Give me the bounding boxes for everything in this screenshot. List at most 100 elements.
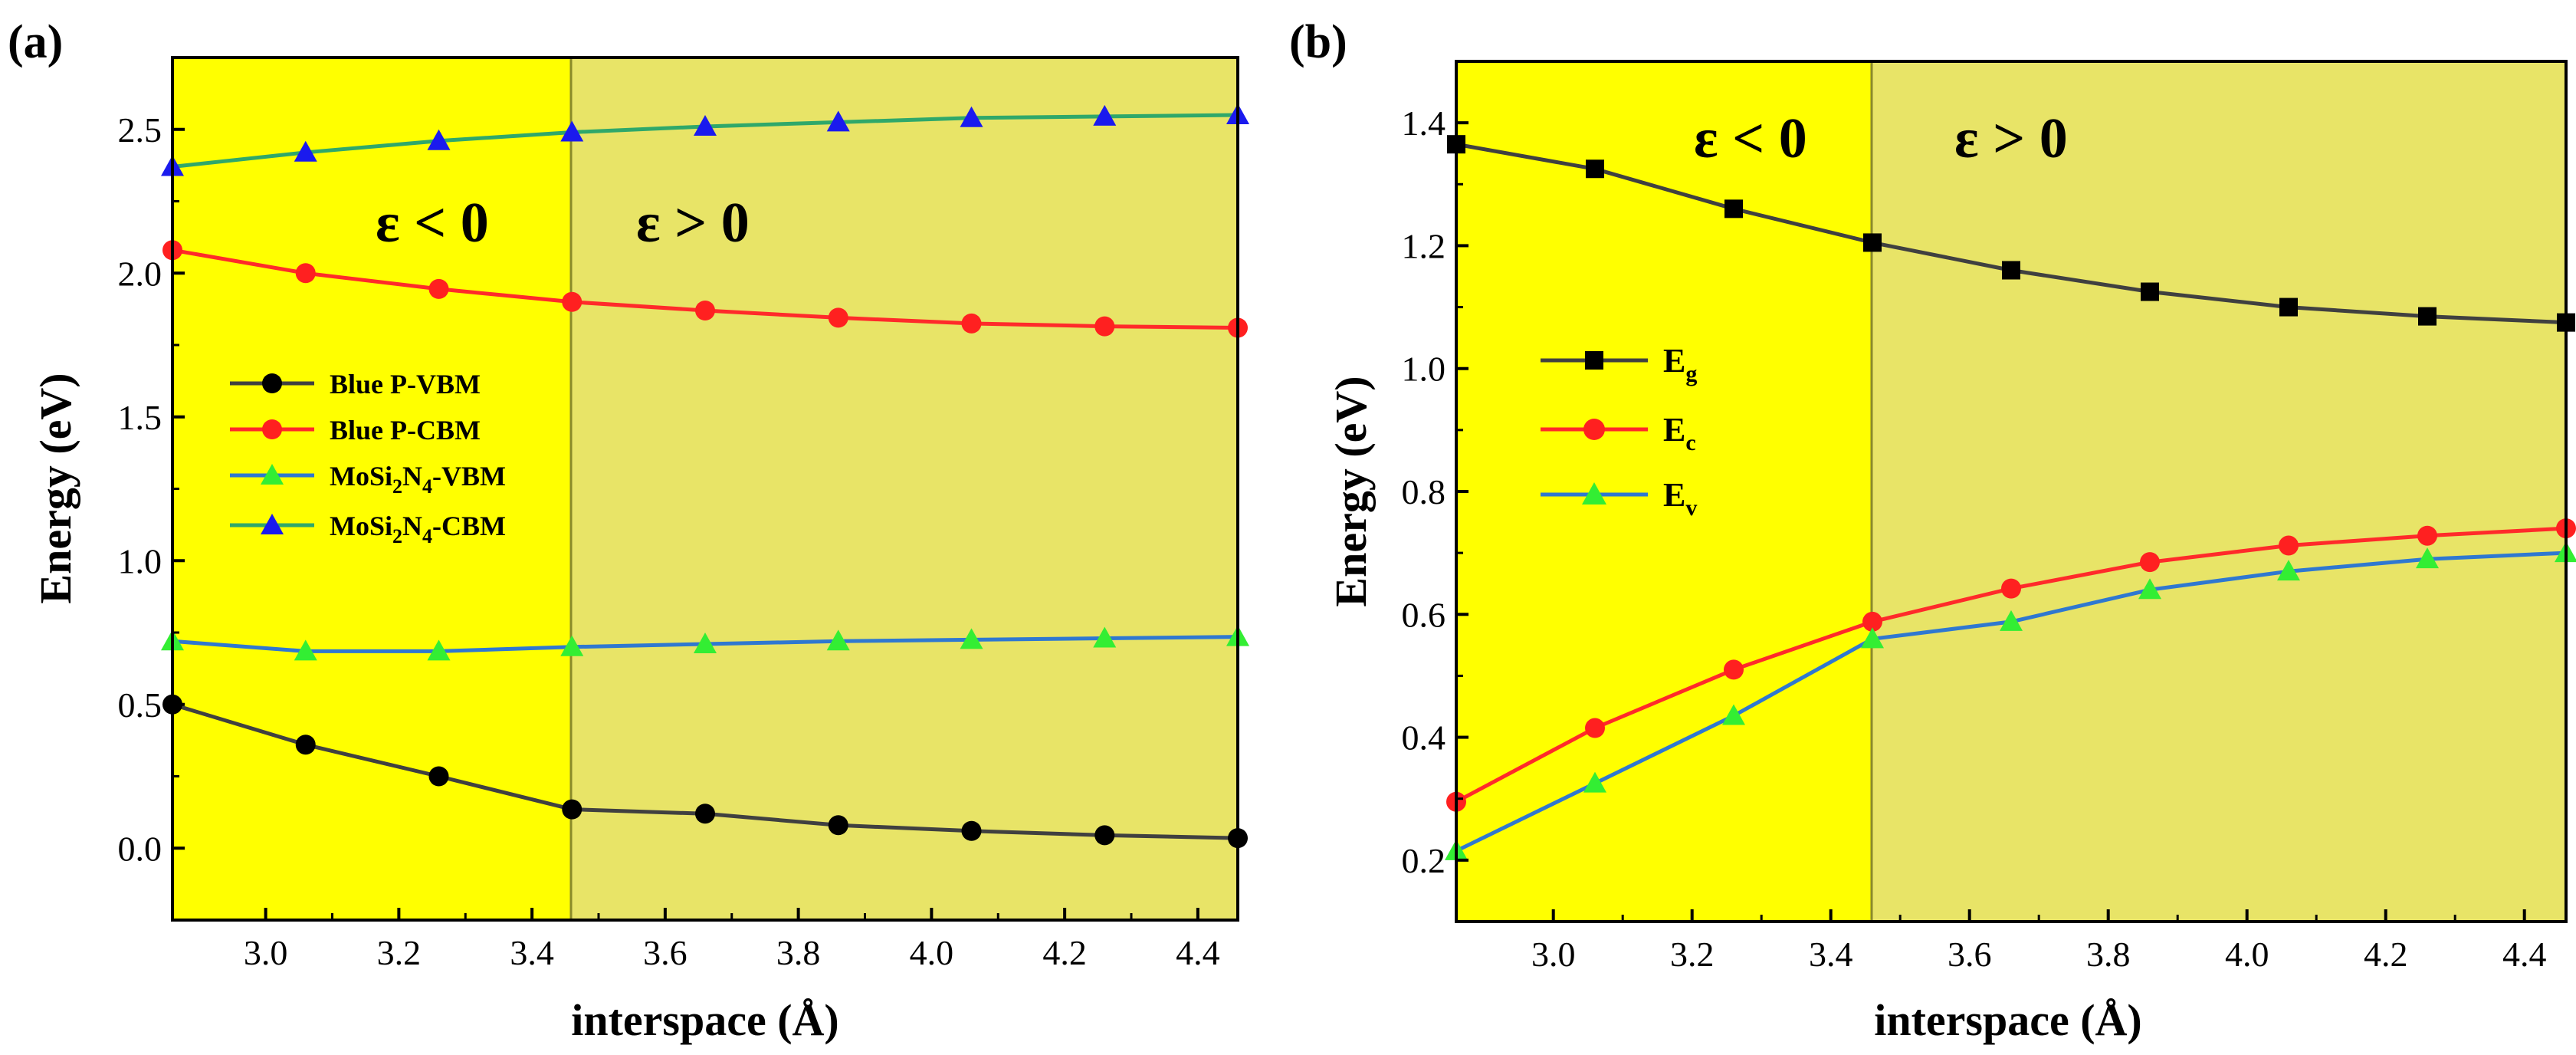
- data-point: [961, 820, 982, 841]
- legend-item: MoSi2N4-CBM: [230, 511, 506, 547]
- x-tick-labels: 3.0 3.2 3.4 3.6 3.8 4.0 4.2 4.4: [1531, 935, 2547, 974]
- legend-label: Blue P-CBM: [330, 415, 481, 445]
- legend-item: Ec: [1541, 411, 1696, 455]
- data-point: [2001, 578, 2021, 599]
- data-point: [1585, 718, 1605, 738]
- x-tick-label: 3.8: [2086, 935, 2131, 974]
- data-point: [826, 629, 850, 651]
- data-point: [960, 628, 983, 649]
- tick-marks: [172, 127, 1199, 920]
- y-tick-label: 0.8: [1402, 472, 1446, 511]
- legend-item: Eg: [1541, 342, 1697, 386]
- legend-marker: [261, 464, 284, 485]
- data-point: [828, 307, 848, 328]
- legend-label: Eg: [1663, 342, 1697, 386]
- legend-item: MoSi2N4-VBM: [230, 461, 506, 498]
- region-positive-strain: [1872, 61, 2566, 922]
- data-point: [1724, 659, 1744, 680]
- legend-item: Blue P-CBM: [230, 415, 481, 445]
- x-tick-label: 3.0: [1531, 935, 1576, 974]
- data-point: [826, 110, 850, 132]
- data-point: [1094, 316, 1115, 337]
- data-point: [1093, 626, 1117, 648]
- x-tick-label: 3.2: [1670, 935, 1715, 974]
- data-point: [2000, 610, 2023, 631]
- y-tick-label: 1.4: [1402, 104, 1446, 143]
- y-tick-labels: 0.0 0.5 1.0 1.5 2.0 2.5: [118, 110, 162, 869]
- region-label-negative: ε < 0: [1694, 107, 1807, 170]
- y-tick-label: 0.6: [1402, 595, 1446, 634]
- data-point: [1861, 627, 1884, 649]
- data-point: [2002, 261, 2020, 280]
- legend-marker: [1582, 482, 1606, 504]
- data-point: [294, 639, 317, 661]
- panel-label: (b): [1289, 16, 1347, 68]
- panel-a: 3.0 3.2 3.4 3.6 3.8 4.0 4.2 4.4 0.0 0.5 1.0 1.5 2.0…: [8, 16, 1249, 1045]
- data-point: [828, 815, 848, 836]
- x-tick-labels: 3.0 3.2 3.4 3.6 3.8 4.0 4.2 4.4: [244, 933, 1220, 972]
- x-tick-label: 3.0: [244, 933, 288, 972]
- data-point: [961, 313, 982, 334]
- data-point: [1863, 233, 1882, 252]
- legend-marker: [1585, 351, 1603, 370]
- region-negative-strain: [1456, 61, 1872, 922]
- legend-label: Ec: [1663, 411, 1696, 455]
- legend-marker: [261, 514, 284, 534]
- data-point: [1722, 704, 1745, 725]
- x-tick-label: 3.4: [510, 933, 554, 972]
- data-point: [1586, 159, 1604, 179]
- data-point: [1094, 825, 1115, 846]
- legend-label: MoSi2N4-VBM: [330, 461, 506, 498]
- y-tick-label: 1.0: [1402, 350, 1446, 389]
- data-point: [2279, 297, 2298, 317]
- data-point: [2141, 282, 2159, 301]
- data-point: [2277, 560, 2300, 581]
- tick-marks: [1456, 121, 2526, 922]
- region-label-positive: ε > 0: [636, 192, 750, 255]
- x-tick-label: 3.4: [1809, 935, 1853, 974]
- y-tick-label: 2.5: [118, 110, 162, 150]
- data-point: [2279, 535, 2299, 556]
- data-point: [1583, 771, 1606, 793]
- data-point: [427, 639, 451, 661]
- region-negative-strain: [172, 58, 571, 920]
- data-point: [2416, 547, 2439, 569]
- data-point: [2417, 525, 2437, 546]
- series-group: [1445, 135, 2576, 860]
- panel-label: (a): [8, 16, 63, 68]
- data-point: [695, 804, 715, 824]
- legend: Blue P-VBM Blue P-CBM MoSi2N4-VBM MoSi2N…: [230, 369, 506, 547]
- x-tick-label: 3.6: [1948, 935, 1992, 974]
- y-tick-label: 0.4: [1402, 718, 1446, 758]
- region-label-negative: ε < 0: [376, 192, 489, 255]
- x-tick-label: 4.0: [910, 933, 954, 972]
- legend: Eg Ec Ev: [1541, 342, 1697, 521]
- data-point: [1093, 104, 1117, 126]
- y-tick-label: 1.0: [118, 541, 162, 580]
- x-tick-label: 4.4: [2502, 935, 2547, 974]
- y-tick-label: 1.5: [118, 398, 162, 437]
- y-axis-label: Energy (eV): [1326, 376, 1376, 606]
- y-tick-label: 0.2: [1402, 841, 1446, 880]
- legend-marker: [1583, 419, 1605, 440]
- x-tick-label: 3.8: [776, 933, 821, 972]
- data-point: [294, 140, 317, 162]
- data-point: [2140, 552, 2160, 573]
- panel-b: 3.0 3.2 3.4 3.6 3.8 4.0 4.2 4.4 0.2 0.4 0.6 0.8 1.0…: [1289, 16, 2576, 1045]
- data-point: [560, 120, 584, 142]
- data-point: [695, 301, 715, 320]
- x-tick-label: 3.2: [377, 933, 422, 972]
- y-tick-labels: 0.2 0.4 0.6 0.8 1.0 1.2 1.4: [1402, 104, 1446, 880]
- data-point: [1862, 611, 1882, 632]
- data-point: [694, 633, 717, 653]
- region-label-positive: ε > 0: [1954, 107, 2068, 170]
- x-axis-label: interspace (Å): [1874, 995, 2142, 1045]
- region-positive-strain: [571, 58, 1238, 920]
- data-point: [295, 263, 316, 284]
- x-tick-label: 4.2: [1042, 933, 1087, 972]
- x-tick-label: 4.2: [2364, 935, 2408, 974]
- legend-label: Ev: [1663, 476, 1697, 521]
- data-point: [960, 106, 983, 127]
- y-tick-label: 1.2: [1402, 226, 1446, 265]
